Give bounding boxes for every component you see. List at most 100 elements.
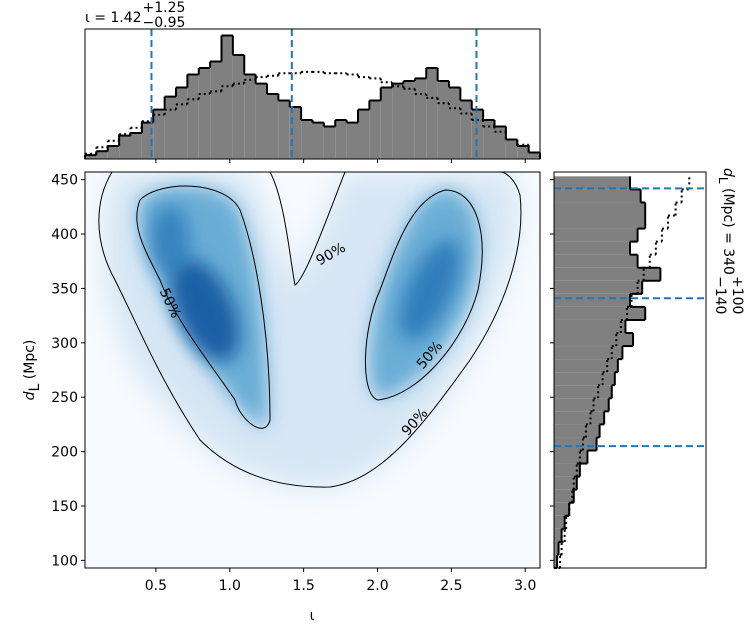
x-tick-label: 2.0 [366,578,388,594]
y-tick-label: 250 [51,390,78,406]
x-tick-label: 3.0 [514,578,536,594]
hist-bar [198,68,211,159]
hist-bar [517,146,529,159]
hist-bar [426,68,438,159]
y-tick-label: 400 [51,227,78,243]
title-upper: +1.25 [143,0,186,16]
hist-bar [554,293,630,307]
hist-bar [107,146,120,159]
hist-bar [358,109,370,159]
y-tick-label: 300 [51,336,78,352]
x-tick-label: 0.5 [145,578,167,594]
hist-bar [232,55,245,159]
y-label-main: d [22,391,38,400]
axes-frame [84,28,541,160]
hist-bar [554,359,618,373]
hist-bar [255,83,267,159]
density-map [85,172,540,568]
hist-bar [528,152,540,159]
hist-bar [554,176,630,190]
y-tick-label: 150 [51,499,78,515]
title: ι = 1.42 [85,10,142,26]
hist-bar [449,87,461,159]
hist-bar [554,280,643,294]
hist-bar [244,74,256,159]
hist-bar [437,81,449,159]
hist-bar [554,267,661,281]
hist-bar [554,333,634,347]
hist-bar [392,83,404,159]
hist-bar [460,100,472,159]
axes-frame [553,171,707,569]
hist-bar [554,372,615,386]
hist-bar [554,398,609,412]
right-label: dL (Mpc) = 340+100−140 [712,168,745,314]
hist-bar [554,215,646,229]
hist-bar [96,151,108,159]
hist-bar [554,228,638,242]
hist-bar [554,411,605,425]
hist-bar [554,450,588,464]
hist-bar [176,87,188,159]
x-tick-label: 2.5 [440,578,462,594]
hist-bar [267,94,279,159]
hist-bar [554,346,623,360]
hist-bar [312,122,324,159]
axes-frame [84,171,541,569]
hist-bar [554,554,558,568]
hist-bar [335,120,347,159]
hist-bar [221,35,233,159]
y-tick-label: 100 [51,553,78,569]
hist-bar [141,122,154,159]
hist-bar [289,107,302,159]
right-label-lower: −140 [712,276,728,314]
hist-bar [554,306,646,320]
hist-bar [153,109,165,159]
hist-bar [554,189,641,203]
hist-bar [369,100,381,159]
x-tick-label: 1.0 [219,578,241,594]
y-tick-label: 450 [51,173,78,189]
hist-bar [278,100,290,159]
y-tick-label: 200 [51,445,78,461]
y-label-rest: (Mpc) [22,340,38,384]
y-label-sub: L [27,383,43,391]
right-label-upper: +100 [729,276,745,314]
hist-bar [505,139,518,159]
hist-bar [554,385,612,399]
y-axis-label: dL (Mpc) [22,340,43,401]
title-lower: −0.95 [143,15,186,31]
right-label-rest: (Mpc) = 340 [720,184,736,275]
hist-bar [483,120,495,159]
hist-bar [301,120,313,159]
right-label-text: dL (Mpc) = 340 [716,168,736,275]
right-label-sub: L [716,177,730,184]
hist-bar [554,476,577,490]
hist-bar [380,87,393,159]
hist-bar [130,133,142,159]
hist-bar [403,81,415,159]
hist-bar [554,437,597,451]
hist-bar [554,502,570,516]
hist-bar [323,126,336,159]
y-axis-label-text: dL (Mpc) [22,340,43,401]
hist-bar [414,78,427,159]
hist-bar [554,489,574,503]
hist-bar [187,74,199,159]
hist-bar [85,155,97,159]
x-tick-label: 1.5 [293,578,315,594]
hist-bar [494,126,506,159]
hist-bar [119,135,131,159]
hist-bar [346,122,358,159]
hist-bar [554,202,646,216]
hist-bar [210,61,222,159]
x-axis-label: ι [310,608,315,624]
hist-bar [554,528,562,542]
hist-bar [554,463,580,477]
hist-bar [164,96,176,159]
y-tick-label: 350 [51,281,78,297]
hist-bar [554,241,630,255]
hist-bar [554,254,638,268]
hist-bar [554,319,626,334]
